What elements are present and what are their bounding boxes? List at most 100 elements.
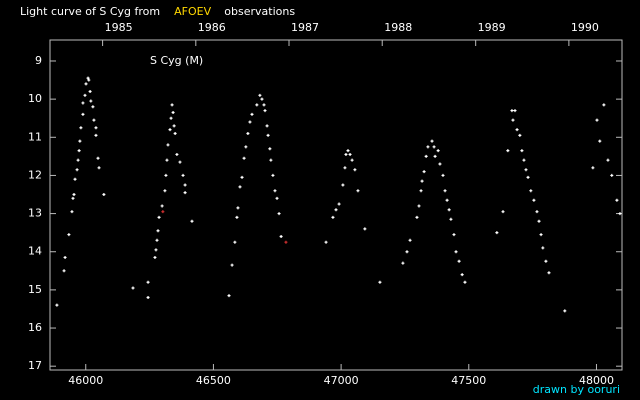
data-point [102, 193, 106, 197]
data-point [595, 118, 599, 122]
data-point [79, 126, 83, 130]
y-tick-label: 17 [28, 359, 42, 372]
data-point [89, 99, 93, 103]
data-point [344, 152, 348, 156]
data-point [422, 170, 426, 174]
data-point [529, 189, 533, 193]
data-point [401, 261, 405, 265]
data-point [432, 145, 436, 149]
data-point [341, 183, 345, 187]
data-point [233, 240, 237, 244]
data-point [378, 280, 382, 284]
data-point [266, 133, 270, 137]
data-point [84, 82, 88, 86]
x-tick-label: 46500 [196, 374, 231, 387]
x2-tick-label: 1990 [571, 21, 599, 34]
data-point [94, 126, 98, 130]
data-point [606, 158, 610, 162]
x2-tick-label: 1989 [478, 21, 506, 34]
data-point [337, 202, 341, 206]
data-point [277, 212, 281, 216]
y-tick-label: 15 [28, 283, 42, 296]
data-point [169, 116, 173, 120]
data-point [433, 154, 437, 158]
data-point [591, 166, 595, 170]
data-point [55, 303, 59, 307]
x2-tick-label: 1987 [291, 21, 319, 34]
y-tick-label: 10 [28, 92, 42, 105]
data-point [419, 189, 423, 193]
data-point [445, 198, 449, 202]
x2-tick-label: 1985 [105, 21, 133, 34]
data-point [346, 149, 350, 153]
data-point [146, 280, 150, 284]
data-point [165, 158, 169, 162]
data-point [265, 124, 269, 128]
y-tick-label: 13 [28, 207, 42, 220]
data-point [350, 158, 354, 162]
x-tick-label: 46000 [68, 374, 103, 387]
data-point [279, 234, 283, 238]
data-point [172, 124, 176, 128]
data-point [275, 196, 279, 200]
data-point [157, 215, 161, 219]
data-point [426, 145, 430, 149]
data-point [447, 208, 451, 212]
credit: drawn by ooruri [533, 383, 620, 396]
data-point [511, 118, 515, 122]
data-point [173, 131, 177, 135]
title-part: Light curve of S Cyg from [20, 5, 160, 18]
data-point [171, 110, 175, 114]
y-tick-label: 14 [28, 245, 42, 258]
title-part: AFOEV [174, 5, 211, 18]
data-point [94, 133, 98, 137]
data-point [436, 149, 440, 153]
data-point [163, 189, 167, 193]
data-point [263, 109, 267, 113]
data-point [334, 208, 338, 212]
data-point [170, 103, 174, 107]
data-point [248, 120, 252, 124]
data-point [227, 294, 231, 298]
data-point [155, 238, 159, 242]
data-point [236, 206, 240, 210]
data-point [77, 149, 81, 153]
data-point [443, 189, 447, 193]
data-point [73, 177, 77, 181]
data-point [96, 156, 100, 160]
y-tick-label: 12 [28, 168, 42, 181]
data-point [343, 166, 347, 170]
data-point [331, 215, 335, 219]
data-point [235, 215, 239, 219]
data-point [501, 210, 505, 214]
data-point [268, 147, 272, 151]
data-point [181, 173, 185, 177]
data-point [86, 76, 90, 80]
data-point [246, 131, 250, 135]
data-point [71, 196, 75, 200]
data-point [183, 191, 187, 195]
data-point [420, 179, 424, 183]
data-point [544, 259, 548, 263]
data-point [526, 175, 530, 179]
data-point [178, 160, 182, 164]
data-point [238, 185, 242, 189]
data-point [230, 263, 234, 267]
data-point [537, 219, 541, 223]
data-point [324, 240, 328, 244]
data-point [515, 128, 519, 132]
data-point [190, 219, 194, 223]
data-point [438, 162, 442, 166]
data-point [602, 103, 606, 107]
data-point [541, 246, 545, 250]
data-point [262, 103, 266, 107]
data-point [518, 133, 522, 137]
data-point [72, 193, 76, 197]
data-point [97, 166, 101, 170]
data-point [242, 156, 246, 160]
data-point [240, 175, 244, 179]
data-point [91, 105, 95, 109]
data-point [463, 280, 467, 284]
